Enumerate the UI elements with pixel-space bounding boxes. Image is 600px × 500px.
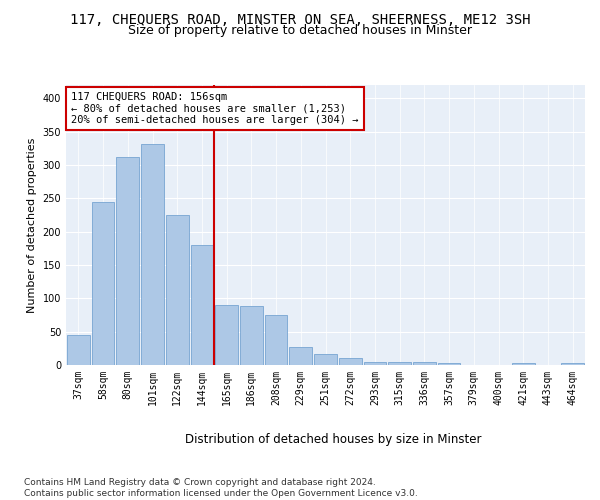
Bar: [512, 363, 535, 365]
Bar: [166, 215, 188, 365]
Bar: [388, 362, 411, 365]
Text: Distribution of detached houses by size in Minster: Distribution of detached houses by size …: [185, 432, 481, 446]
Bar: [116, 157, 139, 365]
Bar: [67, 335, 90, 365]
Bar: [561, 363, 584, 365]
Bar: [364, 362, 386, 365]
Bar: [265, 315, 287, 365]
Bar: [240, 306, 263, 365]
Text: 117, CHEQUERS ROAD, MINSTER ON SEA, SHEERNESS, ME12 3SH: 117, CHEQUERS ROAD, MINSTER ON SEA, SHEE…: [70, 12, 530, 26]
Bar: [92, 202, 115, 365]
Text: Size of property relative to detached houses in Minster: Size of property relative to detached ho…: [128, 24, 472, 37]
Bar: [339, 358, 362, 365]
Text: 117 CHEQUERS ROAD: 156sqm
← 80% of detached houses are smaller (1,253)
20% of se: 117 CHEQUERS ROAD: 156sqm ← 80% of detac…: [71, 92, 359, 125]
Bar: [141, 144, 164, 365]
Text: Contains HM Land Registry data © Crown copyright and database right 2024.
Contai: Contains HM Land Registry data © Crown c…: [24, 478, 418, 498]
Bar: [438, 363, 460, 365]
Bar: [314, 354, 337, 365]
Bar: [191, 245, 213, 365]
Bar: [413, 362, 436, 365]
Bar: [289, 347, 312, 365]
Bar: [215, 305, 238, 365]
Y-axis label: Number of detached properties: Number of detached properties: [27, 138, 37, 312]
